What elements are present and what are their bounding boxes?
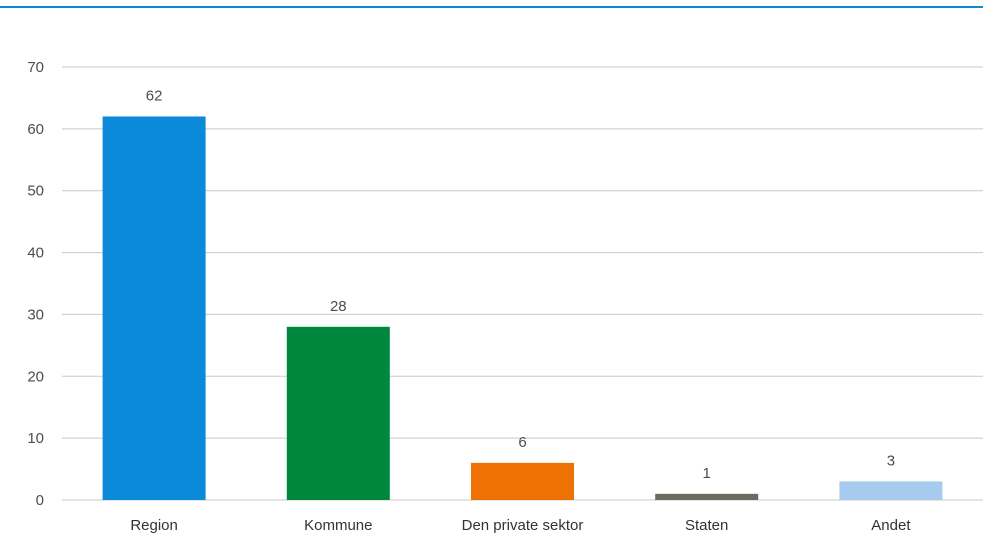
y-tick-label: 30 <box>27 306 44 323</box>
data-labels: 62 28 6 1 3 <box>146 87 895 481</box>
category-label: Den private sektor <box>462 517 584 534</box>
data-label: 28 <box>330 298 347 315</box>
bar-den-private-sektor <box>471 462 574 500</box>
y-tick-label: 10 <box>27 430 44 447</box>
top-accent-rule <box>0 6 983 8</box>
grid-lines <box>62 66 983 501</box>
bar-andet <box>839 481 943 500</box>
data-label: 62 <box>146 87 163 104</box>
data-label: 3 <box>887 452 895 469</box>
y-tick-label: 20 <box>27 368 44 385</box>
y-tick-label: 70 <box>27 59 44 76</box>
bar-staten <box>655 493 759 500</box>
y-tick-label: 50 <box>27 183 44 200</box>
bar-kommune <box>286 326 390 500</box>
bars <box>102 116 943 500</box>
category-label: Region <box>130 517 178 534</box>
y-tick-label: 0 <box>36 492 44 509</box>
category-label: Staten <box>685 517 728 534</box>
category-label: Andet <box>871 517 911 534</box>
category-label: Kommune <box>304 517 372 534</box>
y-axis-tick-labels: 0 10 20 30 40 50 60 70 <box>27 59 44 509</box>
bar-region <box>102 116 206 500</box>
data-label: 1 <box>703 465 711 482</box>
y-tick-label: 60 <box>27 121 44 138</box>
x-axis-category-labels: Region Kommune Den private sektor Staten And… <box>130 517 911 534</box>
y-tick-label: 40 <box>27 245 44 262</box>
data-label: 6 <box>518 434 526 451</box>
